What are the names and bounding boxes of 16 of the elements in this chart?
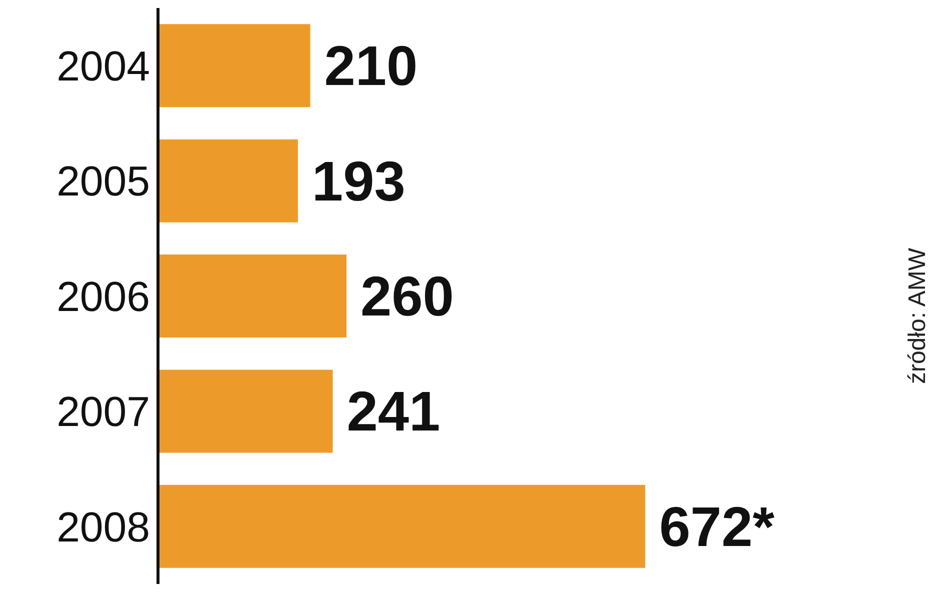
data-label: 260	[360, 264, 454, 328]
bar	[158, 139, 298, 222]
y-tick-label: 2006	[56, 272, 150, 320]
data-label: 241	[346, 380, 440, 443]
bar	[158, 484, 646, 568]
y-tick-label: 2005	[56, 158, 150, 205]
y-tick-label: 2008	[56, 503, 150, 550]
y-tick-label: 2007	[56, 388, 150, 436]
bar	[158, 24, 310, 108]
data-label: 210	[324, 34, 418, 98]
text: źródło: AMW	[904, 248, 932, 384]
bar	[158, 370, 333, 453]
data-label: 672*	[659, 494, 775, 558]
bar	[158, 254, 346, 338]
y-tick-label: 2004	[56, 42, 150, 90]
data-label: 193	[312, 149, 406, 212]
